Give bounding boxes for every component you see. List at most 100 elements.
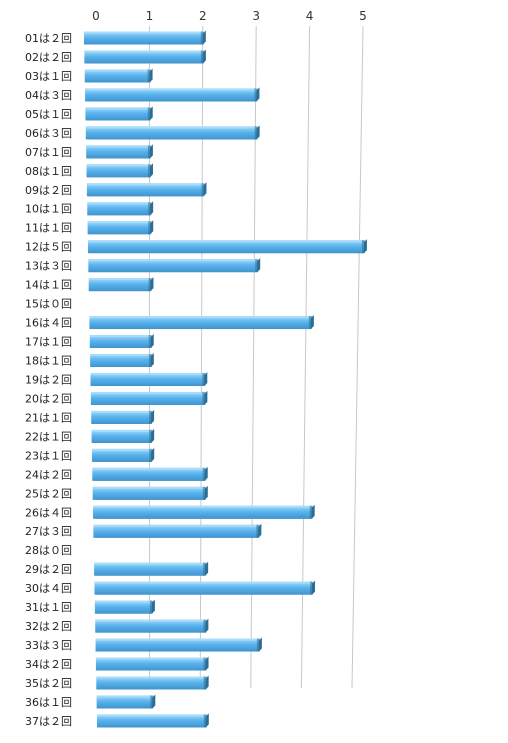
bar [91,409,155,424]
bar [84,30,206,45]
bar-face [86,183,204,197]
bar [86,182,207,197]
bar-highlight [96,695,153,698]
bar [94,580,316,595]
bar-end-cap [201,183,205,197]
bar-end-cap [200,50,204,64]
bar-end-cap [203,676,207,690]
bar-highlight [89,335,151,338]
bar-highlight [90,372,205,375]
bar [96,694,156,709]
bar-end-cap [256,524,260,538]
bar-face [85,126,257,140]
bar-face [91,410,152,424]
category-label: 11は１回 [25,222,72,235]
bar-face [91,448,152,462]
category-label: 36は１回 [25,696,72,709]
bar-end-cap [202,391,206,405]
bar-highlight [88,278,151,281]
category-label: 01は２回 [25,32,72,45]
bar-end-cap [309,505,313,519]
bar-highlight [86,145,150,148]
bar [90,352,154,367]
x-tick-label: 4 [306,9,314,23]
category-label: 23は１回 [25,449,72,462]
bar-end-cap [310,581,314,595]
category-label: 03は１回 [25,70,72,83]
bar-highlight [84,69,150,72]
bar-end-cap [203,714,207,728]
bar-end-cap [202,372,206,386]
bar-end-cap [200,31,204,45]
bar-highlight [93,505,312,508]
category-label: 15は０回 [25,298,72,311]
bar-highlight [88,259,258,262]
category-label: 07は１回 [25,146,72,159]
bar [92,466,208,481]
bar [95,618,209,633]
bar-end-cap [254,88,258,102]
bar-face [92,486,205,500]
bar-end-cap [254,126,258,140]
bar [91,447,155,462]
bar-end-cap [148,353,152,367]
bar [87,220,154,235]
category-label: 29は２回 [25,563,72,576]
category-label: 28は０回 [25,544,72,557]
bar [84,49,206,64]
bar-end-cap [150,695,154,709]
bar-highlight [85,107,150,110]
bar-face [84,31,203,45]
category-label: 18は１回 [25,354,72,367]
bar-face [89,335,151,349]
category-label: 22は１回 [25,430,72,443]
category-label: 16は４回 [25,317,72,330]
bar-face [95,619,206,633]
bar [94,599,155,614]
bar [91,428,155,443]
category-label: 09は２回 [25,184,72,197]
bar-end-cap [256,638,260,652]
bar [93,523,262,538]
bar-face [93,524,259,538]
category-label: 33は３回 [25,639,72,652]
bar-end-cap [149,410,153,424]
x-tick-label: 0 [92,9,100,23]
category-label: 20は２回 [25,392,72,405]
bar-end-cap [147,69,151,83]
bar [96,675,209,690]
bar-face [85,88,257,102]
bar-highlight [94,600,152,603]
bar [88,258,261,273]
bar-end-cap [203,562,207,576]
bar [87,239,367,254]
bar-end-cap [147,107,151,121]
bar-face [87,202,151,216]
bar [94,561,209,576]
x-tick-label: 1 [146,9,154,23]
category-label: 12は５回 [25,241,72,254]
category-label: 13は３回 [25,260,72,273]
bar [95,656,209,671]
bar [86,163,153,178]
bar-highlight [85,88,257,91]
x-tick-label: 3 [252,9,260,23]
bar-end-cap [148,221,152,235]
bar-face [88,259,258,273]
bar [90,371,208,386]
bar-face [87,240,364,254]
bar-highlight [97,714,206,717]
bar-face [84,50,203,64]
bar-face [96,695,153,709]
bar-highlight [87,202,151,205]
bar-highlight [93,524,259,527]
bar-face [97,714,206,728]
bar-face [85,107,150,121]
bar-highlight [94,581,313,584]
bar-end-cap [308,316,312,330]
category-label: 31は１回 [25,601,72,614]
category-label: 21は１回 [25,411,72,424]
bar-face [95,638,259,652]
bar-face [93,505,312,519]
category-label: 08は１回 [25,165,72,178]
